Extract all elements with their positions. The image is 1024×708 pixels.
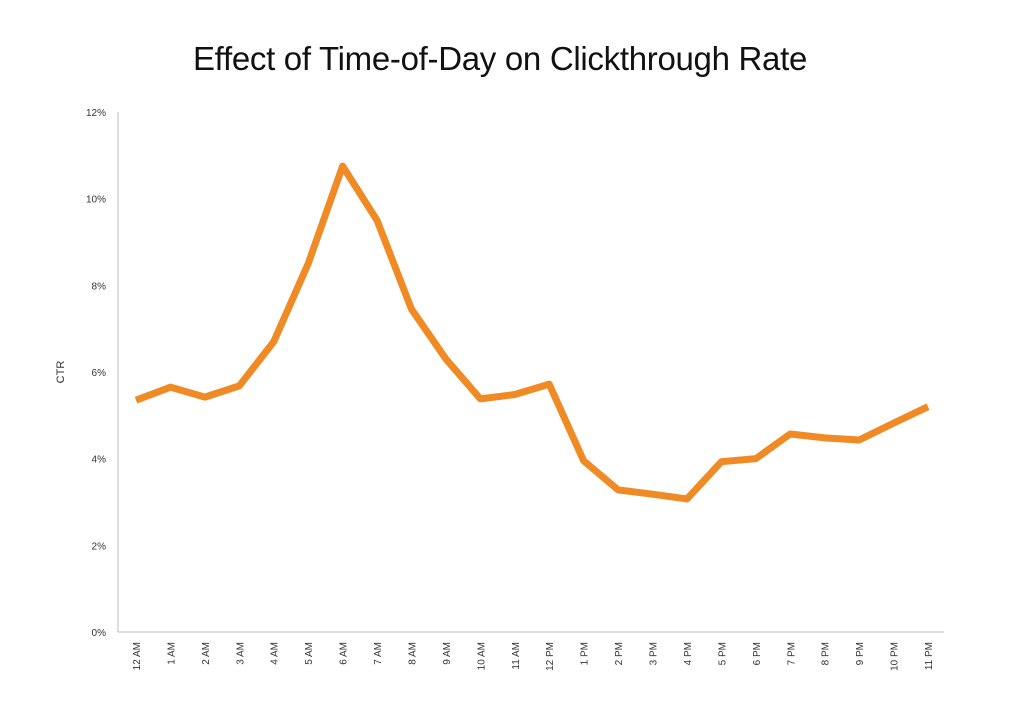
x-tick-label: 6 PM bbox=[752, 642, 763, 665]
x-tick-label: 10 PM bbox=[890, 642, 901, 671]
x-tick-label: 7 PM bbox=[786, 642, 797, 665]
x-tick-label: 10 AM bbox=[476, 642, 487, 670]
y-tick-labels: 0% 2% 4% 6% 8% 10% 12% bbox=[86, 108, 106, 639]
x-tick-label: 7 AM bbox=[373, 642, 384, 665]
y-axis-title: CTR bbox=[55, 361, 67, 384]
x-tick-label: 5 PM bbox=[717, 642, 728, 665]
x-tick-label: 8 AM bbox=[407, 642, 418, 665]
x-tick-label: 8 PM bbox=[821, 642, 832, 665]
x-tick-label: 5 AM bbox=[304, 642, 315, 665]
x-tick-label: 12 PM bbox=[545, 642, 556, 671]
x-tick-label: 1 PM bbox=[580, 642, 591, 665]
data-series bbox=[134, 162, 930, 503]
series-line bbox=[134, 162, 930, 503]
x-tick-label: 4 AM bbox=[270, 642, 281, 665]
x-tick-label: 4 PM bbox=[683, 642, 694, 665]
x-tick-label: 3 PM bbox=[649, 642, 660, 665]
x-tick-label: 2 AM bbox=[201, 642, 212, 665]
x-tick-label: 9 PM bbox=[855, 642, 866, 665]
chart-title: Effect of Time-of-Day on Clickthrough Ra… bbox=[192, 40, 808, 77]
x-tick-label: 11 PM bbox=[924, 642, 935, 670]
x-tick-label: 11 AM bbox=[511, 642, 522, 670]
y-tick-label: 8% bbox=[92, 281, 107, 292]
y-tick-label: 0% bbox=[92, 628, 107, 639]
x-tick-label: 6 AM bbox=[339, 642, 350, 665]
y-tick-label: 6% bbox=[92, 368, 107, 379]
y-tick-label: 2% bbox=[92, 541, 107, 552]
y-tick-label: 10% bbox=[86, 195, 106, 206]
x-tick-labels: 12 AM 1 AM 2 AM 3 AM 4 AM 5 AM 6 AM 7 AM 8 AM 9 A… bbox=[132, 642, 935, 671]
x-tick-label: 1 AM bbox=[166, 642, 177, 665]
y-tick-label: 4% bbox=[92, 455, 107, 466]
x-tick-label: 2 PM bbox=[614, 642, 625, 665]
x-tick-label: 9 AM bbox=[442, 642, 453, 665]
x-tick-label: 12 AM bbox=[132, 642, 143, 670]
y-tick-label: 12% bbox=[86, 108, 106, 119]
x-tick-label: 3 AM bbox=[235, 642, 246, 665]
